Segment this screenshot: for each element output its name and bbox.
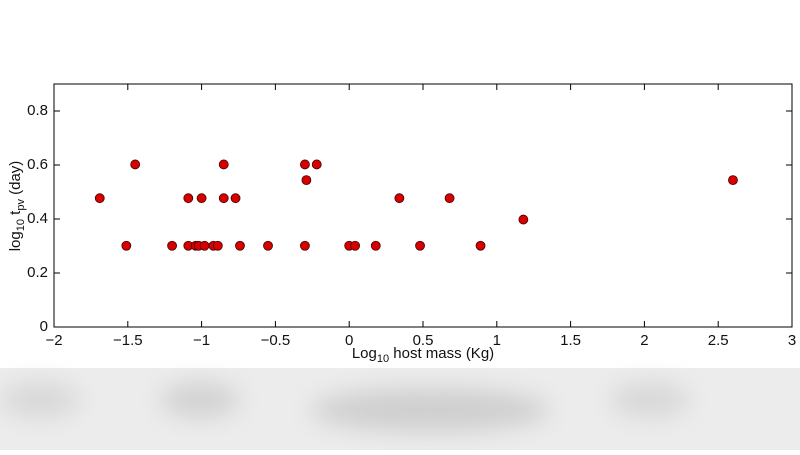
point — [199, 240, 210, 251]
point — [370, 240, 381, 251]
label-part: (day) — [7, 161, 24, 199]
point — [415, 240, 425, 251]
point — [212, 240, 223, 251]
point — [394, 193, 405, 204]
point — [167, 240, 177, 251]
x-tick-label: −1 — [193, 332, 210, 349]
point — [183, 193, 194, 204]
point — [350, 240, 361, 251]
y-tick-label: 0 — [40, 318, 48, 335]
point — [230, 193, 241, 204]
label-part: log — [7, 231, 24, 251]
point — [94, 193, 105, 204]
x-tick-label: 0 — [345, 332, 353, 349]
x-tick-label: 3 — [788, 332, 796, 349]
point — [121, 240, 132, 251]
point — [300, 240, 310, 251]
y-axis-label: log10 tpv (day) — [7, 161, 27, 252]
point — [728, 175, 738, 186]
label-subscript: 10 — [15, 219, 27, 231]
point — [311, 159, 322, 170]
x-tick-label: 1.5 — [560, 332, 581, 349]
label-part: Log — [352, 345, 377, 362]
label-subscript: pv — [15, 199, 27, 211]
point — [218, 159, 229, 170]
point — [444, 193, 455, 204]
point — [263, 240, 273, 251]
plot — [53, 84, 793, 328]
y-tick-label: 0.2 — [27, 264, 48, 281]
x-axis-label: Log10 host mass (Kg) — [352, 345, 494, 365]
point — [475, 240, 486, 251]
point — [300, 159, 310, 170]
x-tick-label: 1 — [493, 332, 501, 349]
x-tick-label: 2.5 — [708, 332, 729, 349]
point — [196, 193, 207, 204]
label-part: host mass (Kg) — [389, 345, 494, 362]
point — [218, 193, 229, 204]
point — [130, 159, 141, 170]
label-part: t — [7, 210, 24, 219]
y-tick-label: 0.4 — [27, 210, 48, 227]
x-tick-label: −2 — [45, 332, 62, 349]
point — [518, 214, 529, 225]
x-tick-label: 0.5 — [413, 332, 434, 349]
label-subscript: 10 — [377, 353, 389, 365]
blurred-shapes — [0, 382, 690, 432]
point — [301, 175, 312, 186]
x-tick-label: −0.5 — [261, 332, 291, 349]
point — [235, 240, 245, 251]
y-tick-label: 0.8 — [27, 102, 48, 119]
x-tick-label: 2 — [640, 332, 648, 349]
x-tick-label: −1.5 — [113, 332, 143, 349]
plot-frame — [53, 83, 793, 328]
y-tick-label: 0.6 — [27, 156, 48, 173]
